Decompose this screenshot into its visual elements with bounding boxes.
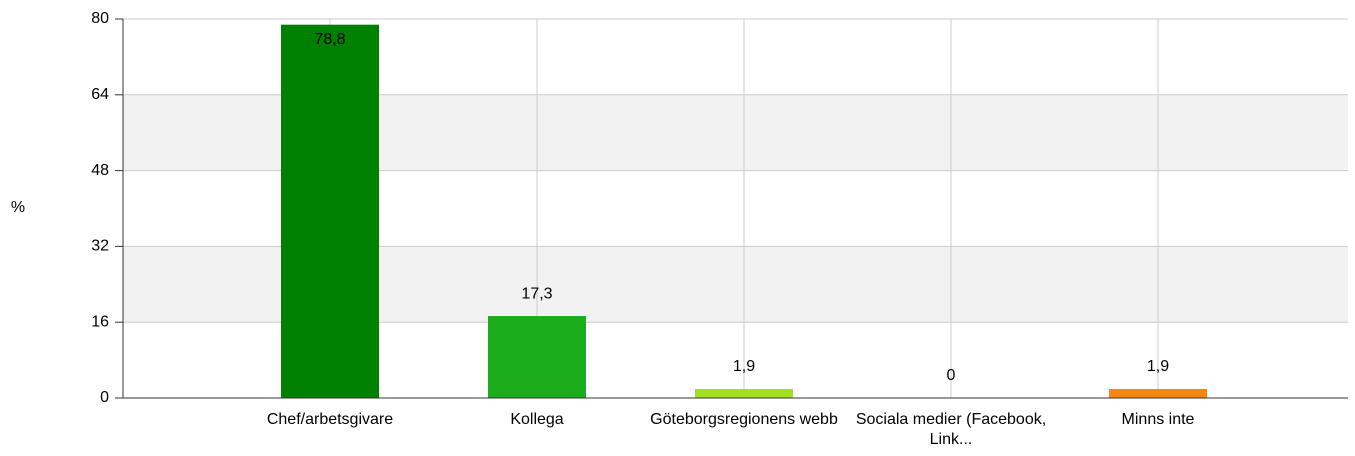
value-label: 1,9: [733, 358, 755, 375]
value-label: 1,9: [1147, 358, 1169, 375]
y-tick-label: 0: [100, 389, 109, 406]
value-label: 0: [947, 367, 956, 384]
y-tick-label: 48: [91, 162, 109, 179]
bar: [281, 24, 379, 399]
y-tick-label: 64: [91, 86, 109, 103]
bar: [1109, 388, 1207, 398]
y-tick-label: 32: [91, 238, 109, 255]
y-axis-label: %: [11, 199, 25, 216]
x-tick-label: Sociala medier (Facebook, Link...: [855, 411, 1047, 448]
x-tick-label: Minns inte: [1121, 411, 1195, 428]
x-tick-label: Kollega: [510, 411, 564, 428]
y-tick-label: 16: [91, 313, 109, 330]
x-tick-label: Göteborgsregionens webb: [650, 411, 838, 428]
bar: [488, 316, 586, 398]
bar: [695, 388, 793, 398]
y-tick-label: 80: [91, 10, 109, 27]
x-tick-label: Chef/arbetsgivare: [266, 411, 394, 428]
value-label: 17,3: [521, 285, 552, 302]
value-label: 78,8: [314, 31, 345, 48]
